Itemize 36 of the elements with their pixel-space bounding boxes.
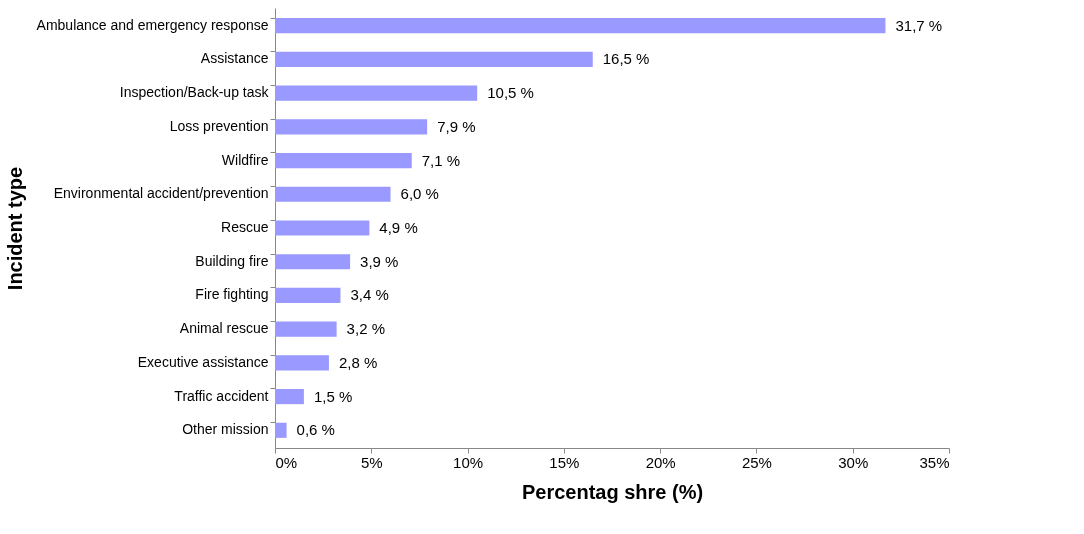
y-tick-label: Environmental accident/prevention xyxy=(53,185,269,202)
y-tick-label: Animal rescue xyxy=(179,320,269,337)
data-label: 4,9 % xyxy=(379,219,418,236)
x-tick-label: 25% xyxy=(741,453,772,471)
data-label: 6,0 % xyxy=(400,185,439,203)
y-tick-label: Wildfire xyxy=(221,151,269,168)
x-tick-label: 10% xyxy=(453,453,484,471)
x-tick-label: 15% xyxy=(549,453,580,471)
x-tick-label: 35% xyxy=(919,453,950,471)
data-label: 3,4 % xyxy=(350,286,389,304)
y-tick-label: Ambulance and emergency response xyxy=(36,16,269,33)
data-label: 3,2 % xyxy=(346,320,385,338)
y-tick-label: Building fire xyxy=(195,252,269,269)
data-label: 1,5 % xyxy=(313,387,353,405)
x-tick-label: 5% xyxy=(360,453,383,471)
data-label: 3,9 % xyxy=(360,252,399,270)
x-tick-label: 0% xyxy=(275,453,298,471)
data-label: 7,9 % xyxy=(437,117,476,135)
y-axis-title: Incident type xyxy=(3,166,26,291)
y-tick-label: Rescue xyxy=(221,219,269,235)
y-tick-label: Inspection/Back-up task xyxy=(119,84,270,101)
data-label: 10,5 % xyxy=(487,84,534,102)
x-tick-label: 20% xyxy=(645,453,676,471)
y-tick-label: Assistance xyxy=(200,50,269,67)
y-tick-label: Other mission xyxy=(182,421,269,438)
data-label: 16,5 % xyxy=(602,50,650,68)
y-tick-label: Fire fighting xyxy=(195,286,269,303)
x-tick-label: 30% xyxy=(838,453,869,471)
y-tick-label: Traffic accident xyxy=(174,387,269,404)
data-label: 0,6 % xyxy=(296,421,335,439)
y-tick-label: Loss prevention xyxy=(169,117,269,134)
data-label: 2,8 % xyxy=(338,353,378,371)
x-axis-title: Percentag shre (%) xyxy=(521,480,704,503)
data-label: 7,1 % xyxy=(421,151,461,169)
y-tick-label: Executive assistance xyxy=(137,353,269,370)
data-label: 31,7 % xyxy=(895,16,943,34)
